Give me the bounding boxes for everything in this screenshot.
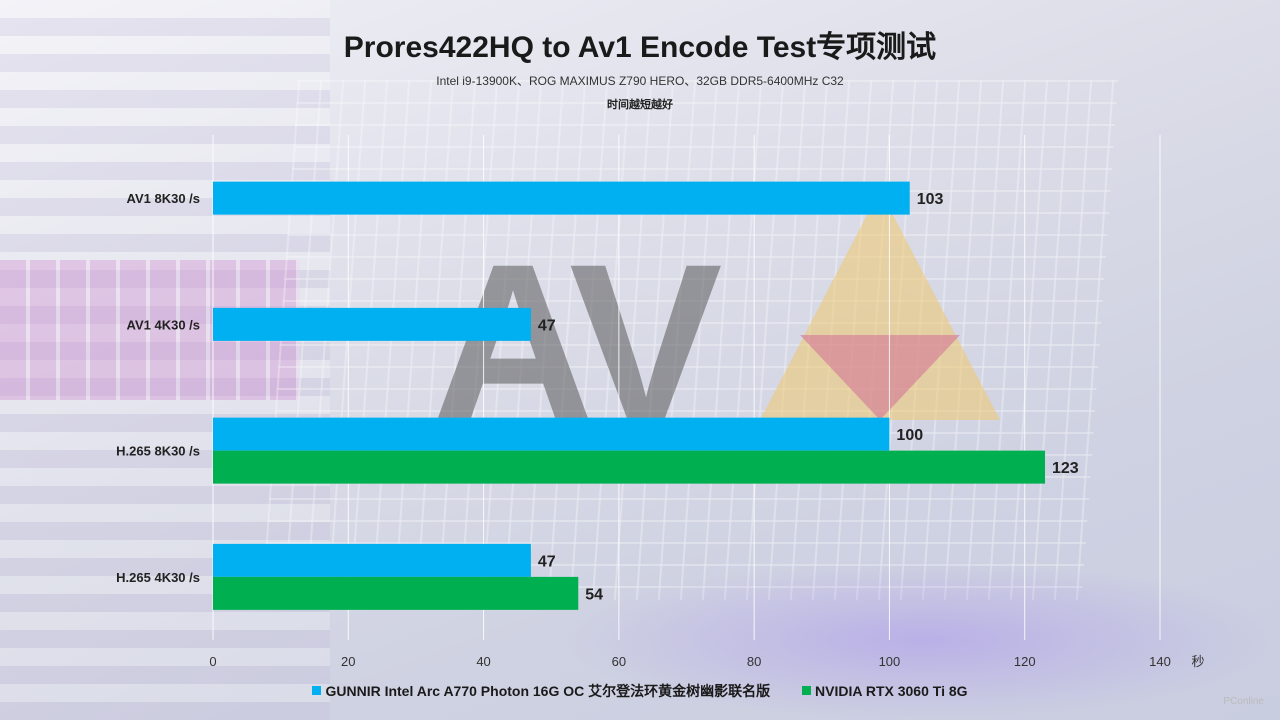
x-tick-label: 140 (1149, 654, 1171, 669)
bar (213, 307, 531, 341)
x-tick-label: 80 (747, 654, 761, 669)
chart-title: Prores422HQ to Av1 Encode Test专项测试 (343, 31, 937, 64)
x-tick-label: 0 (209, 654, 216, 669)
chart-subtitle: Intel i9-13900K、ROG MAXIMUS Z790 HERO、32… (436, 74, 844, 88)
y-tick-label: H.265 4K30 /s (116, 570, 200, 585)
chart-legend: GUNNIR Intel Arc A770 Photon 16G OC 艾尔登法… (0, 681, 1280, 701)
data-label: 54 (585, 586, 603, 603)
data-label: 123 (1052, 460, 1079, 477)
x-axis-label: 秒 (1191, 654, 1204, 669)
data-label: 47 (538, 317, 556, 334)
bar (213, 450, 1046, 484)
bar (213, 576, 579, 610)
x-tick-label: 120 (1014, 654, 1036, 669)
y-tick-label: AV1 4K30 /s (127, 317, 200, 332)
bar (213, 181, 910, 215)
legend-item-arc: GUNNIR Intel Arc A770 Photon 16G OC 艾尔登法… (312, 681, 770, 701)
watermark: PConline (1223, 696, 1264, 707)
bar (213, 417, 890, 451)
legend-swatch-rtx (802, 686, 812, 695)
chart-note: 时间越短越好 (607, 99, 673, 111)
legend-label-rtx: NVIDIA RTX 3060 Ti 8G (815, 683, 968, 699)
x-tick-label: 100 (879, 654, 901, 669)
x-tick-label: 20 (341, 654, 355, 669)
legend-swatch-arc (312, 686, 322, 695)
legend-label-arc: GUNNIR Intel Arc A770 Photon 16G OC 艾尔登法… (325, 683, 771, 699)
legend-item-rtx: NVIDIA RTX 3060 Ti 8G (802, 683, 968, 699)
data-label: 100 (896, 427, 923, 444)
y-tick-label: H.265 8K30 /s (116, 444, 200, 459)
bar (213, 543, 531, 577)
y-tick-label: AV1 8K30 /s (127, 191, 200, 206)
data-label: 103 (917, 191, 944, 208)
x-tick-label: 60 (612, 654, 626, 669)
data-label: 47 (538, 553, 556, 570)
x-tick-label: 40 (476, 654, 490, 669)
